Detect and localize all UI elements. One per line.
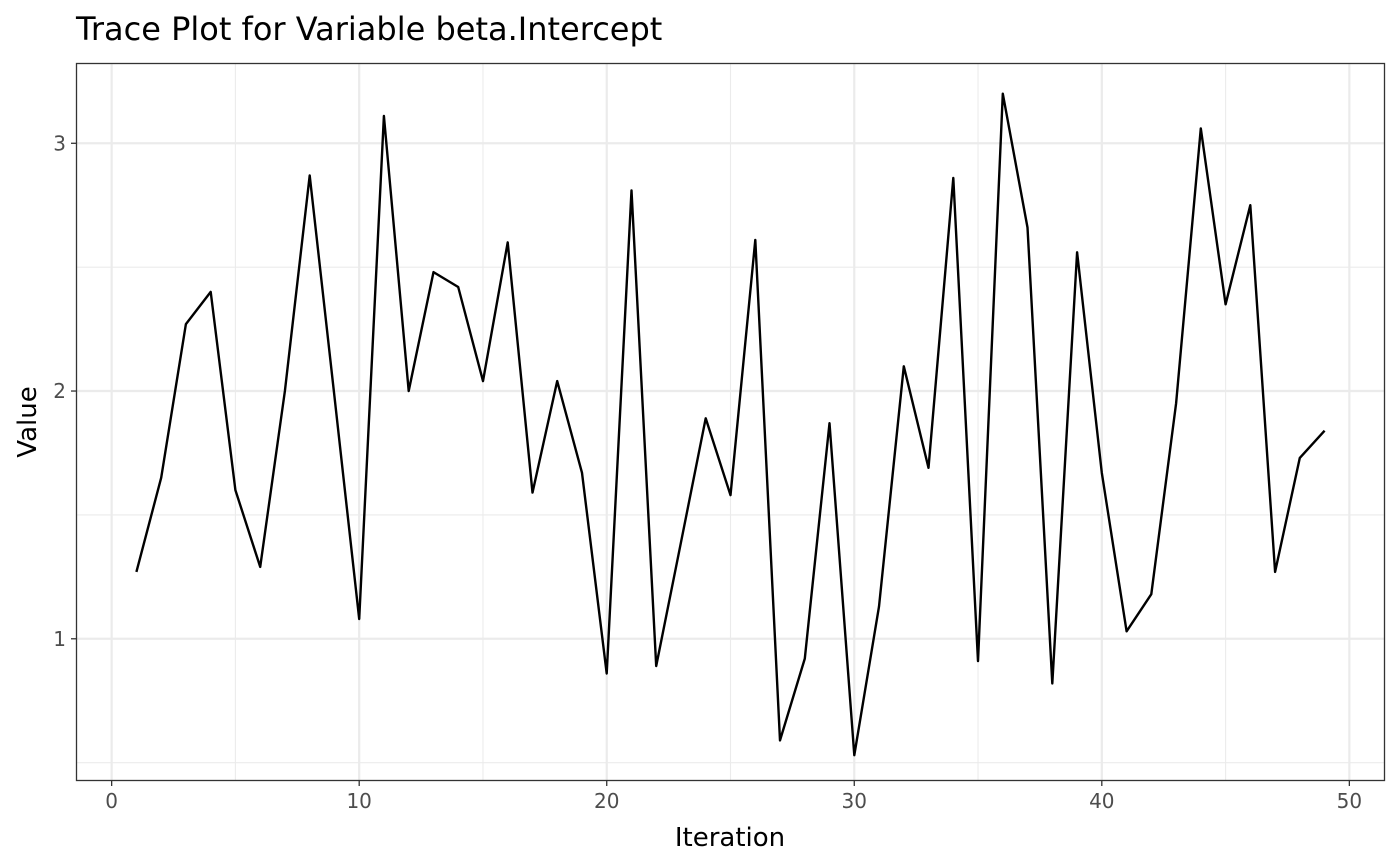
x-axis: 0 10 20 30 40 50: [105, 780, 1362, 813]
chart-title: Trace Plot for Variable beta.Intercept: [75, 10, 662, 48]
x-tick-label: 40: [1089, 789, 1114, 813]
x-axis-title: Iteration: [675, 823, 785, 853]
x-tick-label: 50: [1337, 789, 1362, 813]
minor-gridlines: [77, 64, 1384, 780]
x-tick-label: 30: [842, 789, 867, 813]
y-tick-label: 2: [53, 379, 66, 403]
trace-line: [135, 92, 1326, 757]
y-tick-label: 3: [53, 131, 66, 155]
y-axis: 1 2 3: [53, 131, 77, 651]
y-tick-label: 1: [53, 627, 66, 651]
panel-border: [75, 62, 1386, 782]
y-axis-title: Value: [13, 386, 43, 457]
x-tick-label: 10: [346, 789, 371, 813]
series-group: [135, 92, 1326, 757]
x-tick-label: 20: [594, 789, 619, 813]
major-gridlines: [77, 64, 1384, 780]
x-tick-label: 0: [105, 789, 118, 813]
